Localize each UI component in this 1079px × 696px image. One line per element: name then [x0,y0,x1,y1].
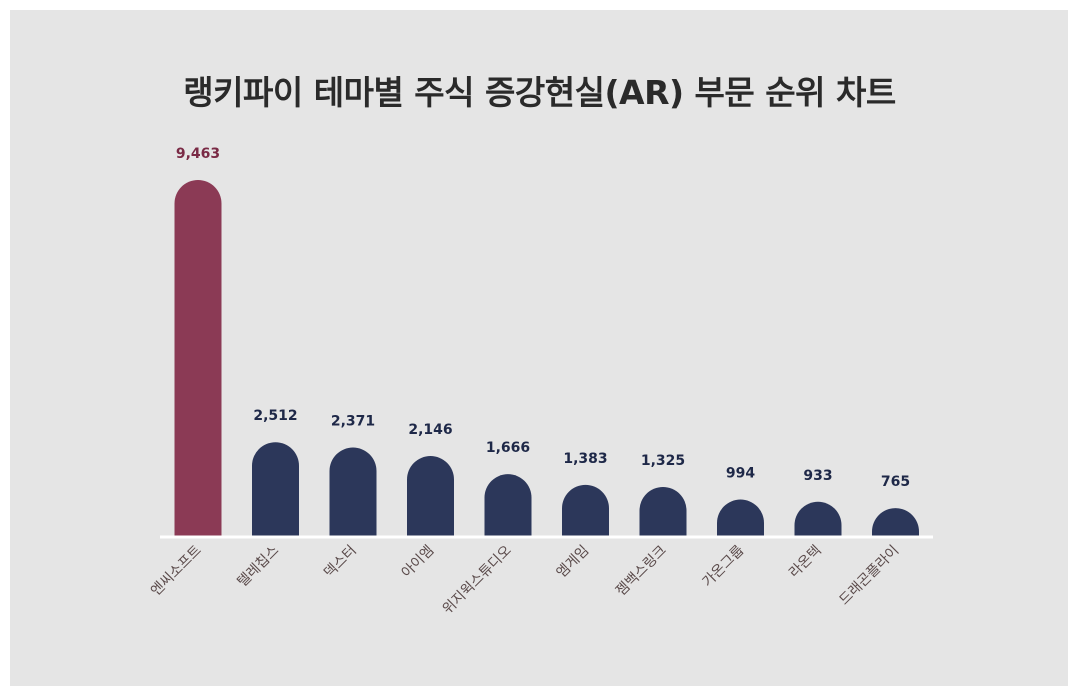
bar-1 [174,180,222,537]
bar-4 [407,456,454,537]
value-label-7: 1,325 [641,453,685,469]
bar-7 [639,487,687,537]
category-label-2: 텔레칩스 [235,542,283,590]
value-label-5: 1,666 [486,440,530,456]
category-label-5: 위지윅스튜디오 [440,542,515,617]
value-label-2: 2,512 [253,408,297,424]
value-label-8: 994 [726,466,755,482]
value-label-3: 2,371 [331,414,375,430]
category-label-3: 덱스터 [321,543,360,582]
category-label-4: 아이엠 [399,543,438,582]
value-labels-group: 9,463 2,512 2,371 2,146 1,666 1,383 1,325 994 93… [176,146,910,490]
category-label-1: 엔씨소프트 [148,542,205,599]
bar-6 [562,484,609,537]
value-label-10: 765 [881,474,910,490]
value-label-4: 2,146 [408,422,452,438]
category-labels-group: 엔씨소프트 텔레칩스 덱스터 아이엠 위지윅스튜디오 엠게임 젬백스링크 가온그룹 라온텍 드래곤… [148,542,902,617]
bar-9 [794,501,842,537]
bar-5 [484,474,532,537]
category-label-10: 드래곤플라이 [836,543,902,609]
bars-group [174,180,919,537]
value-label-1: 9,463 [176,146,220,162]
bar-3 [329,447,377,537]
category-label-8: 가온그룹 [700,542,748,590]
value-label-6: 1,383 [563,451,607,467]
bar-8 [717,499,764,537]
category-label-9: 라온텍 [786,543,825,582]
value-label-9: 933 [803,468,832,484]
bar-2 [252,442,299,537]
category-label-7: 젬백스링크 [613,542,670,599]
bar-10 [872,508,919,537]
chart-title: 랭키파이 테마별 주식 증강현실(AR) 부문 순위 차트 [183,73,896,112]
category-label-6: 엠게임 [554,543,593,582]
